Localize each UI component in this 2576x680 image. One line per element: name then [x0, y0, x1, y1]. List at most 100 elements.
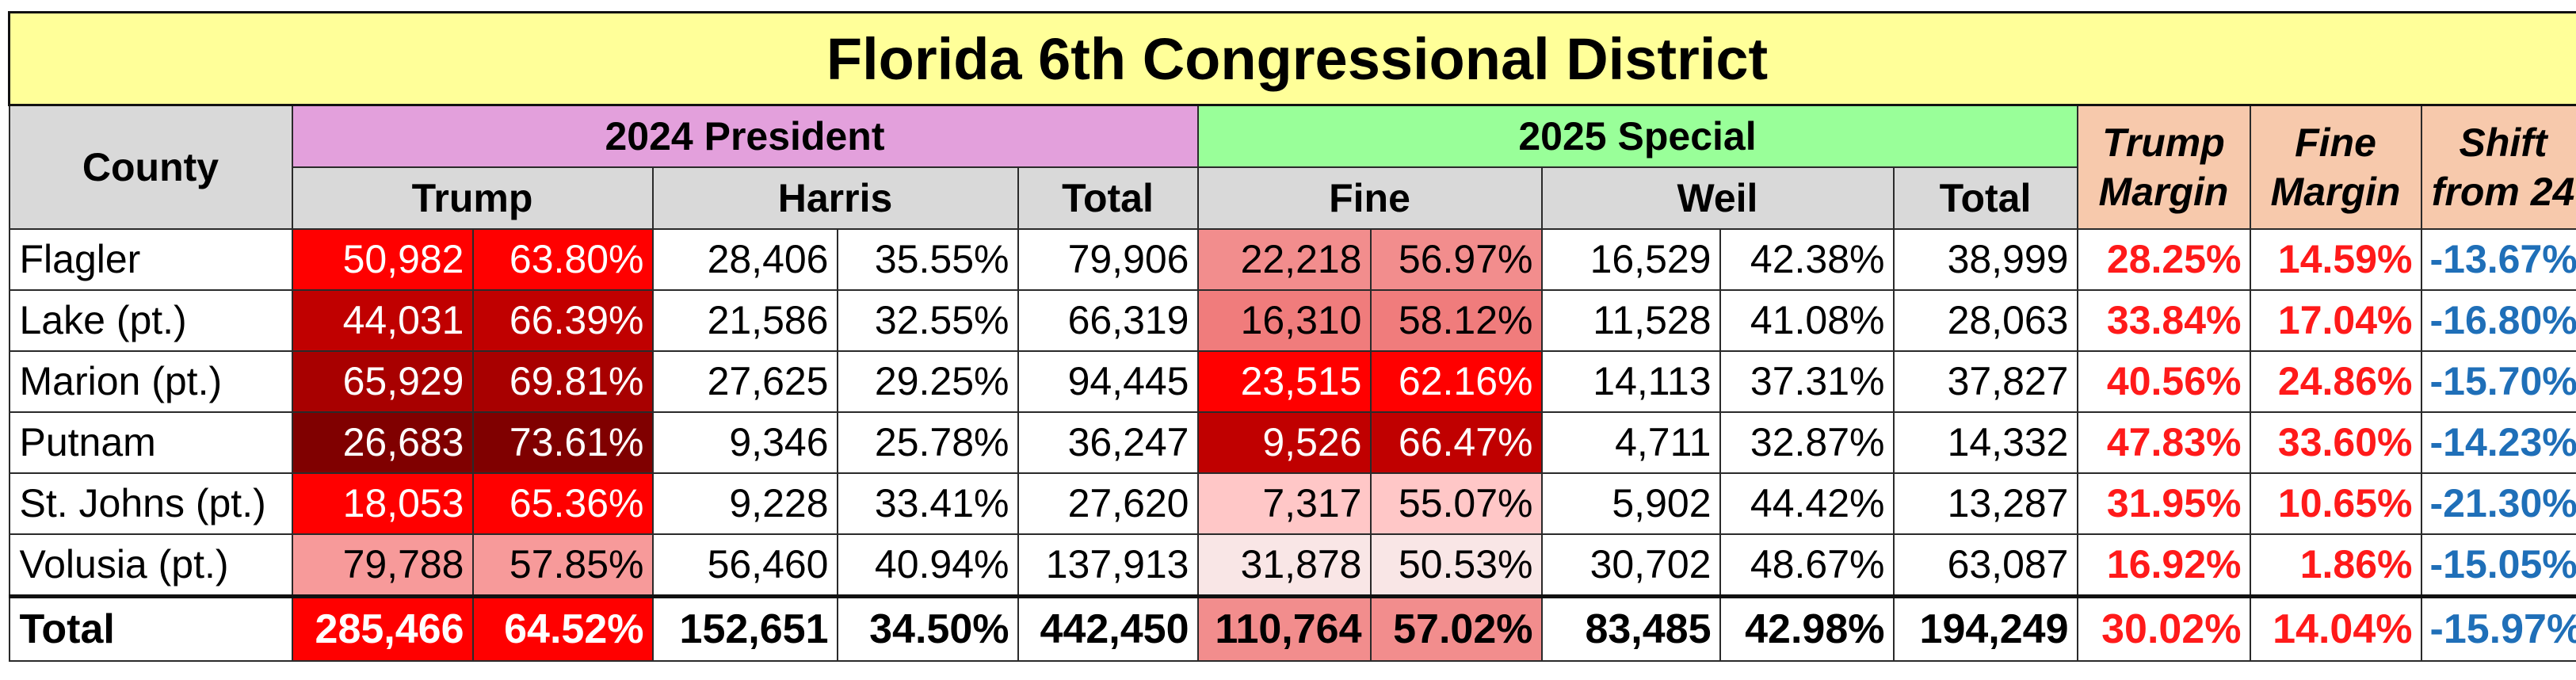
special-total-cell: 13,287	[1892, 472, 2078, 535]
weil-votes-cell: 4,711	[1540, 411, 1721, 474]
trump-votes-cell: 79,788	[291, 533, 474, 597]
weil-pct-cell: 48.67%	[1719, 533, 1895, 597]
county-name: Marion (pt.)	[8, 350, 293, 413]
special-total-cell: 38,999	[1892, 227, 2078, 291]
fine-pct-cell: 57.02%	[1369, 594, 1543, 662]
special-total-cell: 63,087	[1892, 533, 2078, 597]
weil-pct-cell: 44.42%	[1719, 472, 1895, 535]
fine-pct-cell: 62.16%	[1369, 350, 1543, 413]
president-total-cell: 94,445	[1017, 350, 1199, 413]
trump-votes-cell: 285,466	[291, 594, 474, 662]
weil-votes-cell: 83,485	[1540, 594, 1721, 662]
weil-votes-cell: 5,902	[1540, 472, 1721, 535]
fine-margin-cell: 14.59%	[2249, 227, 2422, 291]
table-title: Florida 6th Congressional District	[7, 11, 2576, 106]
shift-cell: -15.97%	[2420, 594, 2576, 662]
weil-votes-cell: 16,529	[1540, 227, 1721, 291]
shift-cell: -16.80%	[2420, 288, 2576, 352]
fine-votes-cell: 22,218	[1196, 227, 1372, 291]
trump-margin-cell: 33.84%	[2076, 288, 2251, 352]
trump-votes-cell: 50,982	[291, 227, 474, 291]
harris-votes-cell: 9,346	[651, 411, 838, 474]
harris-votes-cell: 28,406	[651, 227, 838, 291]
county-name: Volusia (pt.)	[8, 533, 293, 597]
trump-pct-cell: 65.36%	[471, 472, 654, 535]
fine-pct-cell: 55.07%	[1369, 472, 1543, 535]
fine-margin-cell: 17.04%	[2249, 288, 2422, 352]
harris-pct-cell: 32.55%	[836, 288, 1019, 352]
trump-votes-cell: 44,031	[291, 288, 474, 352]
special-total-cell: 37,827	[1892, 350, 2078, 413]
fine-pct-cell: 66.47%	[1369, 411, 1543, 474]
weil-pct-cell: 37.31%	[1719, 350, 1895, 413]
harris-pct-cell: 35.55%	[836, 227, 1019, 291]
trump-header: Trump	[291, 166, 654, 230]
weil-pct-cell: 42.98%	[1719, 594, 1895, 662]
county-name: Lake (pt.)	[8, 288, 293, 352]
special-total-cell: 28,063	[1892, 288, 2078, 352]
fine-votes-cell: 23,515	[1196, 350, 1372, 413]
weil-header: Weil	[1540, 166, 1895, 230]
weil-pct-cell: 32.87%	[1719, 411, 1895, 474]
trump-margin-cell: 16.92%	[2076, 533, 2251, 597]
trump-margin-cell: 31.95%	[2076, 472, 2251, 535]
fine-votes-cell: 16,310	[1196, 288, 1372, 352]
shift-cell: -15.05%	[2420, 533, 2576, 597]
harris-votes-cell: 9,228	[651, 472, 838, 535]
harris-header: Harris	[651, 166, 1019, 230]
fine-margin-header: Fine Margin	[2249, 104, 2422, 230]
president-total-cell: 66,319	[1017, 288, 1199, 352]
president-total-cell: 27,620	[1017, 472, 1199, 535]
trump-pct-cell: 69.81%	[471, 350, 654, 413]
special-total-cell: 14,332	[1892, 411, 2078, 474]
trump-votes-cell: 18,053	[291, 472, 474, 535]
trump-pct-cell: 57.85%	[471, 533, 654, 597]
trump-pct-cell: 66.39%	[471, 288, 654, 352]
fine-votes-cell: 110,764	[1196, 594, 1372, 662]
total-row: Total 285,466 64.52% 152,651 34.50% 442,…	[8, 594, 2576, 662]
trump-votes-cell: 26,683	[291, 411, 474, 474]
table-row: Marion (pt.) 65,929 69.81% 27,625 29.25%…	[8, 350, 2576, 413]
table-row: St. Johns (pt.) 18,053 65.36% 9,228 33.4…	[8, 472, 2576, 535]
shift-cell: -14.23%	[2420, 411, 2576, 474]
president-total-cell: 137,913	[1017, 533, 1199, 597]
harris-votes-cell: 56,460	[651, 533, 838, 597]
trump-margin-cell: 30.02%	[2076, 594, 2251, 662]
special-2025-header: 2025 Special	[1196, 104, 2078, 168]
county-name: Flagler	[8, 227, 293, 291]
harris-pct-cell: 29.25%	[836, 350, 1019, 413]
fine-votes-cell: 7,317	[1196, 472, 1372, 535]
president-2024-header: 2024 President	[291, 104, 1199, 168]
fine-header: Fine	[1196, 166, 1543, 230]
trump-margin-cell: 28.25%	[2076, 227, 2251, 291]
fine-margin-cell: 1.86%	[2249, 533, 2422, 597]
weil-pct-cell: 42.38%	[1719, 227, 1895, 291]
shift-cell: -13.67%	[2420, 227, 2576, 291]
president-total-cell: 442,450	[1017, 594, 1199, 662]
trump-margin-cell: 40.56%	[2076, 350, 2251, 413]
table-row: Lake (pt.) 44,031 66.39% 21,586 32.55% 6…	[8, 288, 2576, 352]
fine-pct-cell: 50.53%	[1369, 533, 1543, 597]
table-row: Flagler 50,982 63.80% 28,406 35.55% 79,9…	[8, 227, 2576, 291]
shift-cell: -21.30%	[2420, 472, 2576, 535]
fine-votes-cell: 31,878	[1196, 533, 1372, 597]
trump-pct-cell: 64.52%	[471, 594, 654, 662]
president-total-cell: 79,906	[1017, 227, 1199, 291]
weil-votes-cell: 11,528	[1540, 288, 1721, 352]
weil-pct-cell: 41.08%	[1719, 288, 1895, 352]
fine-margin-cell: 33.60%	[2249, 411, 2422, 474]
harris-pct-cell: 40.94%	[836, 533, 1019, 597]
trump-margin-cell: 47.83%	[2076, 411, 2251, 474]
president-total-cell: 36,247	[1017, 411, 1199, 474]
trump-margin-header: Trump Margin	[2076, 104, 2251, 230]
fine-votes-cell: 9,526	[1196, 411, 1372, 474]
shift-cell: -15.70%	[2420, 350, 2576, 413]
table-row: Volusia (pt.) 79,788 57.85% 56,460 40.94…	[8, 533, 2576, 597]
results-table: Florida 6th Congressional District Count…	[7, 11, 2576, 662]
harris-votes-cell: 27,625	[651, 350, 838, 413]
table-row: Putnam 26,683 73.61% 9,346 25.78% 36,247…	[8, 411, 2576, 474]
fine-margin-cell: 24.86%	[2249, 350, 2422, 413]
county-header: County	[8, 104, 293, 230]
weil-votes-cell: 30,702	[1540, 533, 1721, 597]
trump-pct-cell: 73.61%	[471, 411, 654, 474]
